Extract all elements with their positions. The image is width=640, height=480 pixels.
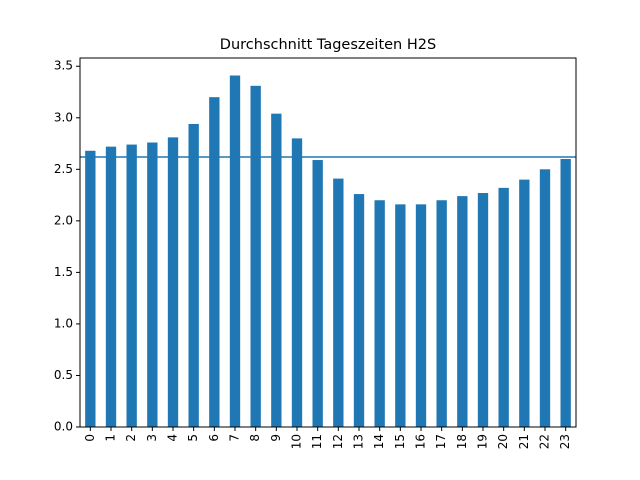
y-tick-label: 1.5 bbox=[54, 265, 73, 279]
bar-0 bbox=[85, 150, 96, 427]
x-tick-label: 3 bbox=[145, 434, 159, 442]
bar-8 bbox=[250, 85, 261, 428]
x-tick-label: 19 bbox=[476, 434, 490, 449]
x-tick-label: 16 bbox=[414, 434, 428, 449]
x-tick-label: 20 bbox=[496, 434, 510, 449]
bar-10 bbox=[291, 138, 303, 427]
y-tick-label: 2.0 bbox=[54, 213, 73, 227]
bar-2 bbox=[126, 144, 137, 428]
bar-3 bbox=[147, 142, 158, 428]
bar-21 bbox=[519, 179, 530, 427]
x-tick-label: 15 bbox=[393, 434, 407, 449]
bar-9 bbox=[271, 113, 282, 428]
y-tick-label: 3.5 bbox=[54, 59, 73, 73]
y-tick-label: 3.0 bbox=[54, 110, 73, 124]
x-tick-label: 13 bbox=[352, 434, 366, 449]
bar-18 bbox=[457, 196, 468, 427]
x-tick-label: 22 bbox=[538, 434, 552, 449]
bar-12 bbox=[333, 178, 344, 427]
bar-11 bbox=[312, 160, 323, 427]
bar-23 bbox=[560, 159, 571, 427]
bar-7 bbox=[229, 75, 241, 428]
x-tick-label: 1 bbox=[104, 434, 118, 442]
x-tick-label: 4 bbox=[166, 434, 180, 442]
x-tick-label: 21 bbox=[517, 434, 531, 449]
x-tick-label: 5 bbox=[186, 434, 200, 442]
bar-4 bbox=[167, 137, 179, 428]
y-tick-label: 0.5 bbox=[54, 368, 73, 382]
x-tick-label: 6 bbox=[207, 434, 221, 442]
y-tick-label: 1.0 bbox=[54, 316, 73, 330]
y-tick-label: 0.0 bbox=[54, 420, 73, 434]
x-tick-label: 7 bbox=[228, 434, 242, 442]
x-tick-label: 17 bbox=[434, 434, 448, 449]
y-tick-label: 2.5 bbox=[54, 162, 73, 176]
bar-19 bbox=[477, 193, 489, 427]
axes-frame bbox=[79, 57, 577, 428]
bar-14 bbox=[374, 200, 385, 427]
chart-title: Durchschnitt Tageszeiten H2S bbox=[220, 37, 436, 53]
x-tick-label: 10 bbox=[290, 434, 304, 449]
bar-20 bbox=[498, 187, 509, 427]
x-tick-label: 18 bbox=[455, 434, 469, 449]
bar-16 bbox=[415, 204, 427, 427]
bar-5 bbox=[188, 123, 199, 427]
x-tick-label: 12 bbox=[331, 434, 345, 449]
x-tick-label: 23 bbox=[558, 434, 572, 449]
x-tick-label: 9 bbox=[269, 434, 283, 442]
x-tick-label: 14 bbox=[372, 434, 386, 449]
bar-6 bbox=[209, 97, 220, 427]
x-tick-label: 11 bbox=[310, 434, 324, 449]
x-tick-label: 2 bbox=[124, 434, 138, 442]
bar-15 bbox=[395, 204, 406, 427]
x-tick-label: 8 bbox=[248, 434, 262, 442]
bar-13 bbox=[353, 194, 365, 427]
bar-22 bbox=[539, 169, 551, 428]
x-tick-label: 0 bbox=[83, 434, 97, 442]
bar-17 bbox=[436, 200, 447, 427]
bar-1 bbox=[105, 146, 117, 427]
